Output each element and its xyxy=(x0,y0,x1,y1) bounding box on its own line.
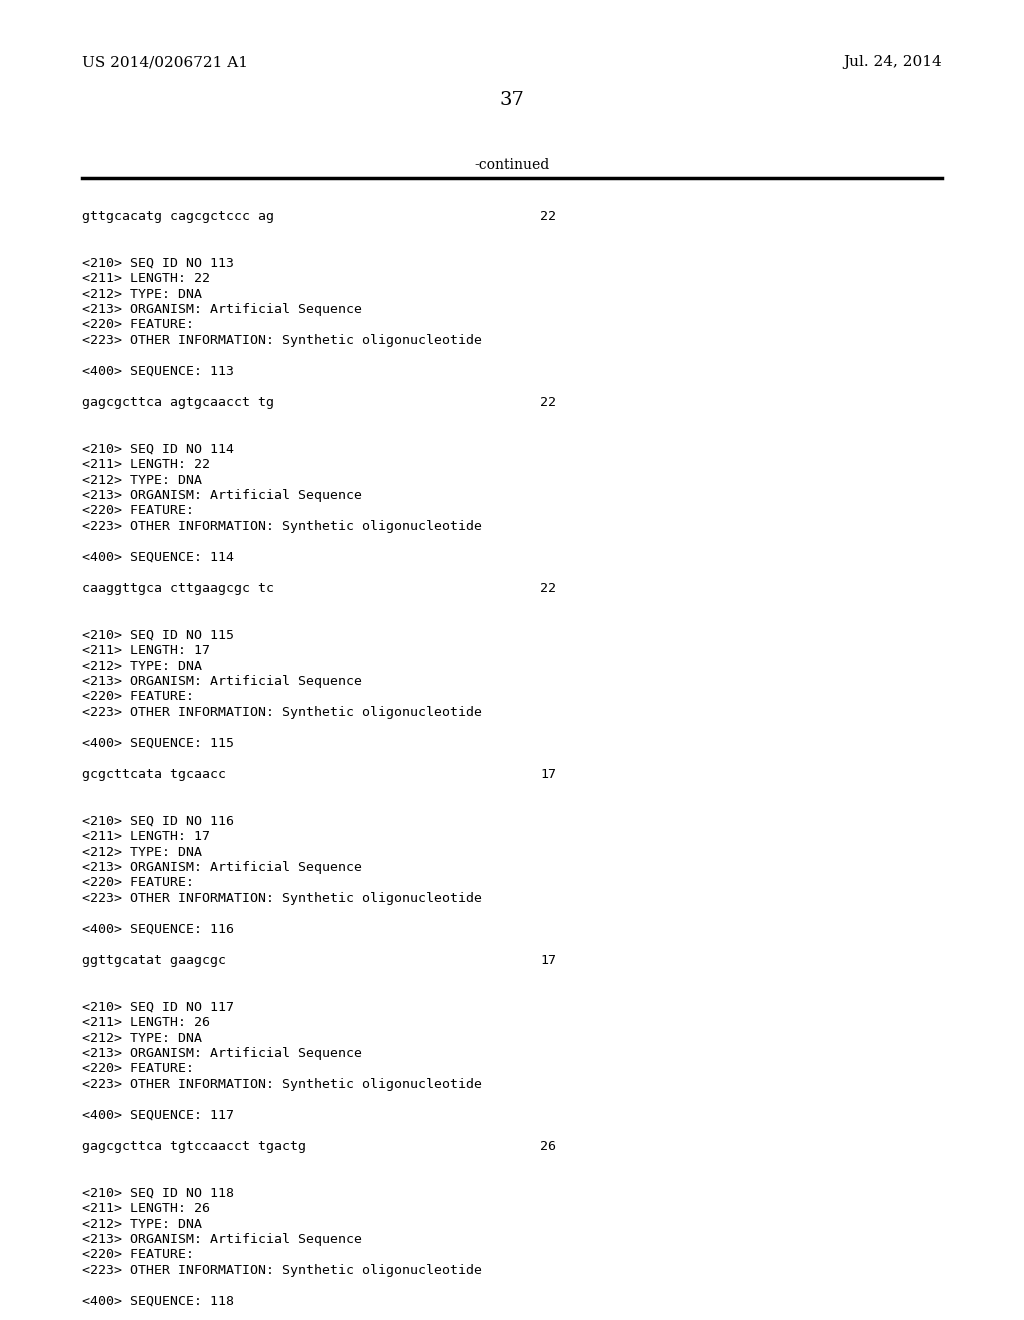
Text: gttgcacatg cagcgctccc ag: gttgcacatg cagcgctccc ag xyxy=(82,210,274,223)
Text: 26: 26 xyxy=(540,1140,556,1152)
Text: gcgcttcata tgcaacc: gcgcttcata tgcaacc xyxy=(82,768,226,781)
Text: <213> ORGANISM: Artificial Sequence: <213> ORGANISM: Artificial Sequence xyxy=(82,861,362,874)
Text: <211> LENGTH: 26: <211> LENGTH: 26 xyxy=(82,1203,210,1214)
Text: caaggttgca cttgaagcgc tc: caaggttgca cttgaagcgc tc xyxy=(82,582,274,595)
Text: <210> SEQ ID NO 115: <210> SEQ ID NO 115 xyxy=(82,628,234,642)
Text: 22: 22 xyxy=(540,210,556,223)
Text: <213> ORGANISM: Artificial Sequence: <213> ORGANISM: Artificial Sequence xyxy=(82,1047,362,1060)
Text: Jul. 24, 2014: Jul. 24, 2014 xyxy=(843,55,942,69)
Text: <211> LENGTH: 26: <211> LENGTH: 26 xyxy=(82,1016,210,1030)
Text: <213> ORGANISM: Artificial Sequence: <213> ORGANISM: Artificial Sequence xyxy=(82,488,362,502)
Text: -continued: -continued xyxy=(474,158,550,172)
Text: <223> OTHER INFORMATION: Synthetic oligonucleotide: <223> OTHER INFORMATION: Synthetic oligo… xyxy=(82,1078,482,1092)
Text: 37: 37 xyxy=(500,91,524,110)
Text: <220> FEATURE:: <220> FEATURE: xyxy=(82,318,194,331)
Text: <400> SEQUENCE: 115: <400> SEQUENCE: 115 xyxy=(82,737,234,750)
Text: gagcgcttca agtgcaacct tg: gagcgcttca agtgcaacct tg xyxy=(82,396,274,409)
Text: <400> SEQUENCE: 118: <400> SEQUENCE: 118 xyxy=(82,1295,234,1308)
Text: <210> SEQ ID NO 114: <210> SEQ ID NO 114 xyxy=(82,442,234,455)
Text: <210> SEQ ID NO 116: <210> SEQ ID NO 116 xyxy=(82,814,234,828)
Text: <211> LENGTH: 17: <211> LENGTH: 17 xyxy=(82,830,210,843)
Text: <400> SEQUENCE: 117: <400> SEQUENCE: 117 xyxy=(82,1109,234,1122)
Text: <220> FEATURE:: <220> FEATURE: xyxy=(82,690,194,704)
Text: <211> LENGTH: 22: <211> LENGTH: 22 xyxy=(82,458,210,471)
Text: <220> FEATURE:: <220> FEATURE: xyxy=(82,1249,194,1262)
Text: <212> TYPE: DNA: <212> TYPE: DNA xyxy=(82,1031,202,1044)
Text: <400> SEQUENCE: 113: <400> SEQUENCE: 113 xyxy=(82,366,234,378)
Text: <223> OTHER INFORMATION: Synthetic oligonucleotide: <223> OTHER INFORMATION: Synthetic oligo… xyxy=(82,520,482,533)
Text: <220> FEATURE:: <220> FEATURE: xyxy=(82,1063,194,1076)
Text: <223> OTHER INFORMATION: Synthetic oligonucleotide: <223> OTHER INFORMATION: Synthetic oligo… xyxy=(82,1265,482,1276)
Text: <211> LENGTH: 22: <211> LENGTH: 22 xyxy=(82,272,210,285)
Text: <210> SEQ ID NO 118: <210> SEQ ID NO 118 xyxy=(82,1187,234,1200)
Text: <211> LENGTH: 17: <211> LENGTH: 17 xyxy=(82,644,210,657)
Text: 17: 17 xyxy=(540,768,556,781)
Text: <212> TYPE: DNA: <212> TYPE: DNA xyxy=(82,1217,202,1230)
Text: <213> ORGANISM: Artificial Sequence: <213> ORGANISM: Artificial Sequence xyxy=(82,675,362,688)
Text: 17: 17 xyxy=(540,954,556,968)
Text: <400> SEQUENCE: 116: <400> SEQUENCE: 116 xyxy=(82,923,234,936)
Text: <400> SEQUENCE: 114: <400> SEQUENCE: 114 xyxy=(82,550,234,564)
Text: <212> TYPE: DNA: <212> TYPE: DNA xyxy=(82,660,202,672)
Text: ggttgcatat gaagcgc: ggttgcatat gaagcgc xyxy=(82,954,226,968)
Text: 22: 22 xyxy=(540,396,556,409)
Text: <212> TYPE: DNA: <212> TYPE: DNA xyxy=(82,474,202,487)
Text: 22: 22 xyxy=(540,582,556,595)
Text: <212> TYPE: DNA: <212> TYPE: DNA xyxy=(82,288,202,301)
Text: <223> OTHER INFORMATION: Synthetic oligonucleotide: <223> OTHER INFORMATION: Synthetic oligo… xyxy=(82,334,482,347)
Text: US 2014/0206721 A1: US 2014/0206721 A1 xyxy=(82,55,248,69)
Text: <213> ORGANISM: Artificial Sequence: <213> ORGANISM: Artificial Sequence xyxy=(82,1233,362,1246)
Text: <220> FEATURE:: <220> FEATURE: xyxy=(82,876,194,890)
Text: <210> SEQ ID NO 117: <210> SEQ ID NO 117 xyxy=(82,1001,234,1014)
Text: <212> TYPE: DNA: <212> TYPE: DNA xyxy=(82,846,202,858)
Text: <223> OTHER INFORMATION: Synthetic oligonucleotide: <223> OTHER INFORMATION: Synthetic oligo… xyxy=(82,892,482,906)
Text: <213> ORGANISM: Artificial Sequence: <213> ORGANISM: Artificial Sequence xyxy=(82,304,362,315)
Text: <210> SEQ ID NO 113: <210> SEQ ID NO 113 xyxy=(82,256,234,269)
Text: <223> OTHER INFORMATION: Synthetic oligonucleotide: <223> OTHER INFORMATION: Synthetic oligo… xyxy=(82,706,482,719)
Text: gagcgcttca tgtccaacct tgactg: gagcgcttca tgtccaacct tgactg xyxy=(82,1140,306,1152)
Text: <220> FEATURE:: <220> FEATURE: xyxy=(82,504,194,517)
